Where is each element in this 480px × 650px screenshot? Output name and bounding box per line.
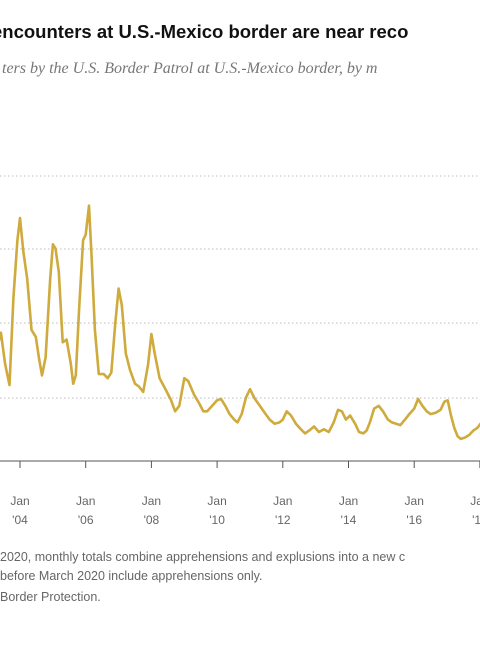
x-tick-label-month: Jan [339,494,358,508]
x-tick-label-month: Jan [76,494,95,508]
footnote-line-1: 2020, monthly totals combine apprehensio… [0,550,406,564]
x-tick-label-year: '04 [12,513,28,527]
footnote-line-2: before March 2020 include apprehensions … [0,569,263,583]
source-note: Border Protection. [0,590,101,604]
x-tick-label-month: Jan [207,494,226,508]
x-tick-label-year: '18 [472,513,480,527]
x-tick-label-year: '10 [209,513,225,527]
x-tick-labels: Jan '04 Jan '06 Jan '08 Jan '10 Jan '12 Jan '14 Jan '… [10,494,480,527]
gridlines [0,175,480,399]
chart-title: encounters at U.S.-Mexico border are nea… [0,21,409,42]
x-tick-label-year: '16 [406,513,422,527]
series-line [0,204,480,441]
x-axis [0,460,480,468]
x-tick-label-month: Jan [142,494,161,508]
chart-subtitle: ters by the U.S. Border Patrol at U.S.-M… [2,60,378,77]
x-tick-label-month: Jan [10,494,29,508]
x-tick-label-year: '08 [144,513,160,527]
x-tick-label-year: '14 [341,513,357,527]
x-tick-label-year: '06 [78,513,94,527]
series-layer [0,204,480,441]
x-tick-label-month: Jan [405,494,424,508]
x-tick-label-month: Jan [470,494,480,508]
x-tick-label-year: '12 [275,513,291,527]
x-tick-label-month: Jan [273,494,292,508]
